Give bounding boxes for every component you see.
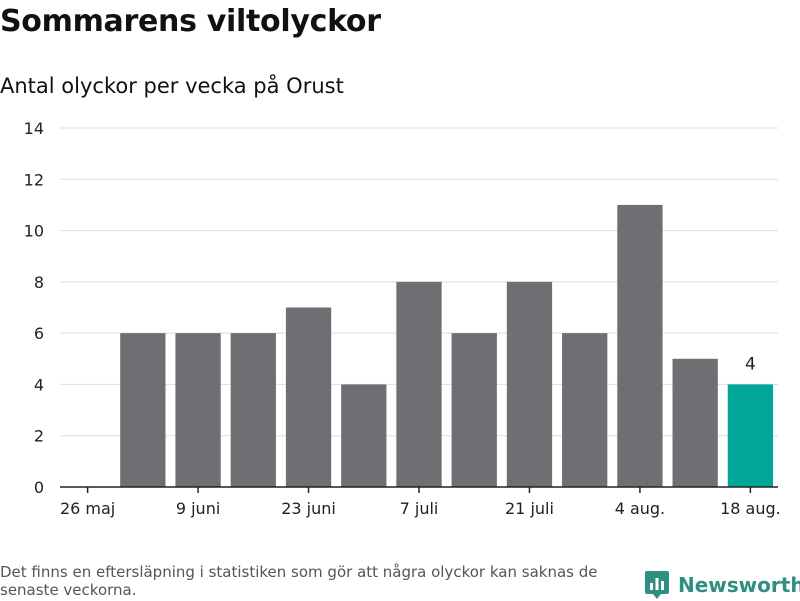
x-tick-label: 26 maj — [60, 499, 115, 518]
footnote: Det finns en eftersläpning i statistiken… — [0, 563, 598, 599]
x-tick-label: 23 juni — [281, 499, 336, 518]
bars — [120, 204, 774, 487]
bar — [727, 384, 774, 487]
data-labels: 4 — [745, 354, 756, 374]
bar — [285, 307, 332, 487]
bar-chart: 0 2 4 6 8 10 12 14 26 maj 9 juni 23 juni 7 juli 21 … — [24, 119, 781, 518]
y-tick-label: 4 — [34, 375, 44, 394]
y-tick-label: 10 — [24, 222, 44, 241]
bar — [562, 333, 608, 487]
y-tick-label: 12 — [24, 170, 44, 189]
bar — [672, 358, 718, 487]
bar — [506, 281, 553, 487]
y-tick-label: 8 — [34, 273, 44, 292]
bar — [617, 204, 663, 487]
y-axis-ticks: 0 2 4 6 8 10 12 14 — [24, 119, 44, 497]
y-tick-label: 6 — [34, 324, 44, 343]
bar — [230, 333, 276, 487]
data-label: 4 — [745, 354, 756, 374]
y-tick-label: 2 — [34, 427, 44, 446]
bar — [451, 333, 497, 487]
y-tick-label: 14 — [24, 119, 44, 138]
chart-title: Sommarens viltolyckor — [0, 4, 381, 39]
brand: Newsworthy — [644, 569, 800, 601]
newsworthy-logo-icon — [645, 571, 669, 599]
bar — [175, 333, 221, 487]
x-tick-label: 21 juli — [505, 499, 554, 518]
bar — [341, 384, 387, 487]
x-tick-label: 4 aug. — [615, 499, 665, 518]
y-tick-label: 0 — [34, 478, 44, 497]
x-tick-label: 7 juli — [400, 499, 439, 518]
bar — [120, 333, 166, 487]
chart-subtitle: Antal olyckor per vecka på Orust — [0, 74, 344, 98]
brand-name: Newsworthy — [678, 573, 800, 597]
bar — [396, 281, 442, 487]
x-tick-label: 9 juni — [176, 499, 220, 518]
x-axis-ticks: 26 maj 9 juni 23 juni 7 juli 21 juli 4 aug. 18… — [60, 487, 781, 518]
x-tick-label: 18 aug. — [720, 499, 781, 518]
